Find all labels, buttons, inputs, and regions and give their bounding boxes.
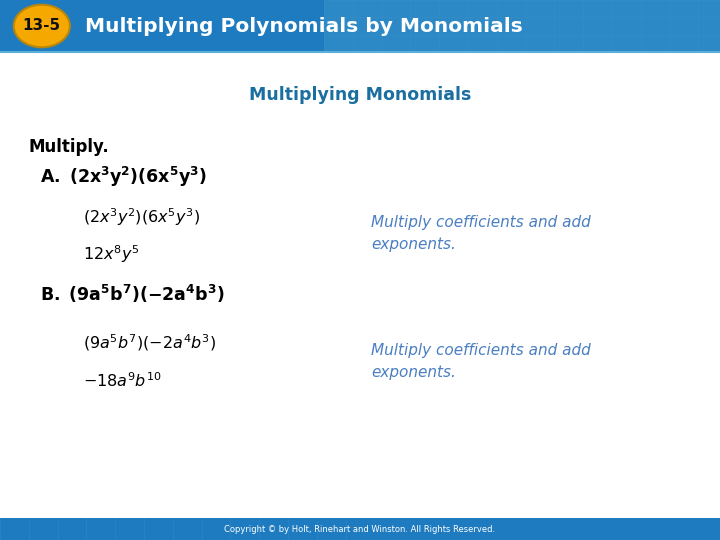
Text: $(9a^5b^7)(-2a^4b^3)$: $(9a^5b^7)(-2a^4b^3)$ [83, 333, 216, 353]
Text: Multiply.: Multiply. [29, 138, 109, 156]
Text: Multiplying Polynomials by Monomials: Multiplying Polynomials by Monomials [85, 17, 523, 36]
Bar [324, 0, 720, 52]
Text: $(2x^3y^2)(6x^5y^3)$: $(2x^3y^2)(6x^5y^3)$ [83, 206, 200, 228]
Text: $\mathbf{A.\ (2x^3y^2)(6x^5y^3)}$: $\mathbf{A.\ (2x^3y^2)(6x^5y^3)}$ [40, 165, 207, 189]
Ellipse shape [14, 5, 70, 48]
Bar [0, 0, 720, 52]
Text: Multiplying Monomials: Multiplying Monomials [249, 85, 471, 104]
Text: Multiply coefficients and add
exponents.: Multiply coefficients and add exponents. [371, 215, 590, 252]
Text: $\mathbf{B.\ (9a^5b^7)(-2a^4b^3)}$: $\mathbf{B.\ (9a^5b^7)(-2a^4b^3)}$ [40, 284, 225, 305]
Text: Multiply coefficients and add
exponents.: Multiply coefficients and add exponents. [371, 343, 590, 380]
Text: 13-5: 13-5 [23, 18, 60, 33]
Bar [0, 518, 720, 540]
Text: Copyright © by Holt, Rinehart and Winston. All Rights Reserved.: Copyright © by Holt, Rinehart and Winsto… [225, 524, 495, 534]
Text: $12x^8y^5$: $12x^8y^5$ [83, 243, 139, 265]
Text: $-18a^9b^{10}$: $-18a^9b^{10}$ [83, 372, 161, 390]
